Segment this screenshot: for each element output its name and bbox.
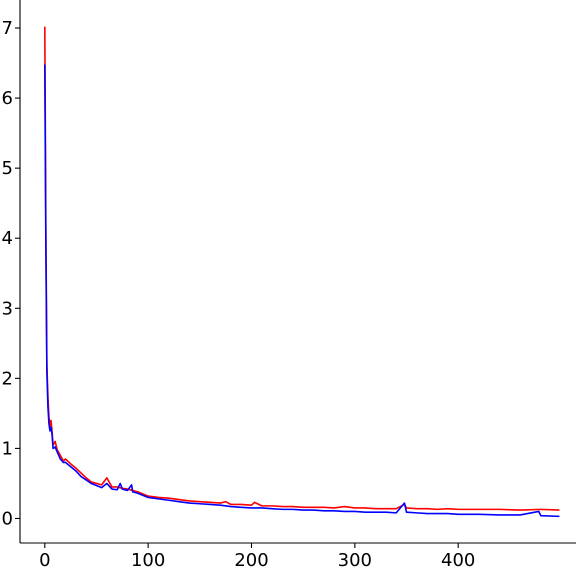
x-tick-label: 400 xyxy=(441,550,475,571)
y-ticks: 0 1 2 3 4 5 6 7 xyxy=(2,18,20,529)
x-tick-label: 100 xyxy=(131,550,165,571)
y-tick-label: 5 xyxy=(2,158,13,179)
y-tick-label: 6 xyxy=(2,88,13,109)
y-tick-label: 4 xyxy=(2,228,13,249)
x-ticks: 0 100 200 300 400 xyxy=(39,543,475,571)
y-tick-label: 7 xyxy=(2,18,13,39)
y-tick-label: 3 xyxy=(2,298,13,319)
series-line-2 xyxy=(44,64,560,518)
y-tick-label: 0 xyxy=(2,508,13,529)
y-tick-label: 2 xyxy=(2,368,13,389)
series-line-1 xyxy=(44,26,560,511)
y-tick-label: 1 xyxy=(2,438,13,459)
x-tick-label: 0 xyxy=(39,550,50,571)
x-tick-label: 300 xyxy=(338,550,372,571)
x-tick-label: 200 xyxy=(234,550,268,571)
series-layer xyxy=(44,26,560,518)
